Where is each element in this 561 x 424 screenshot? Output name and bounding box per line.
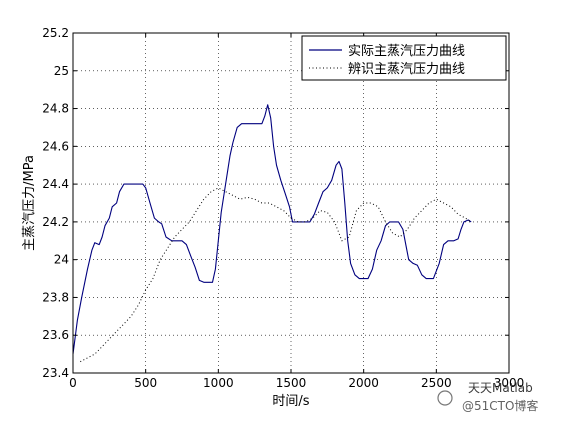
x-tick-label: 2000 <box>348 376 379 390</box>
legend-label-identified: 辨识主蒸汽压力曲线 <box>348 62 465 77</box>
x-tick-label: 3000 <box>494 376 525 390</box>
y-axis-label: 主蒸汽压力/MPa <box>22 155 37 251</box>
y-tick-label: 23.8 <box>42 290 69 304</box>
y-tick-label: 24.2 <box>42 215 69 229</box>
y-tick-label: 24.4 <box>42 177 69 191</box>
y-tick-label: 23.4 <box>42 366 69 380</box>
x-tick-label: 500 <box>134 376 157 390</box>
x-tick-label: 1500 <box>276 376 307 390</box>
watermark-logo-icon <box>437 390 453 406</box>
y-tick-label: 25.2 <box>42 26 69 40</box>
x-tick-label: 2500 <box>421 376 452 390</box>
grid <box>73 33 509 373</box>
series-line-actual <box>72 104 472 355</box>
y-tick-label: 24.6 <box>42 139 69 153</box>
tick-labels: 0 500 1000 1500 2000 2500 3000 23.4 23.6 23.8 24 24… <box>42 26 524 390</box>
series-group <box>72 104 472 363</box>
x-tick-label: 0 <box>69 376 77 390</box>
watermark-line2: @51CTO博客 <box>462 398 538 413</box>
x-axis-label: 时间/s <box>272 394 309 409</box>
x-tick-label: 1000 <box>203 376 234 390</box>
y-tick-label: 24.8 <box>42 102 69 116</box>
watermark-line1: 天天Matlab <box>468 381 533 395</box>
y-tick-label: 24 <box>54 253 69 267</box>
legend-label-actual: 实际主蒸汽压力曲线 <box>348 44 465 59</box>
legend: 实际主蒸汽压力曲线 辨识主蒸汽压力曲线 <box>301 35 507 81</box>
legend-box <box>301 35 507 81</box>
watermark: 天天Matlab @51CTO博客 <box>437 381 538 413</box>
y-tick-label: 25 <box>54 64 69 78</box>
y-tick-label: 23.6 <box>42 328 69 342</box>
